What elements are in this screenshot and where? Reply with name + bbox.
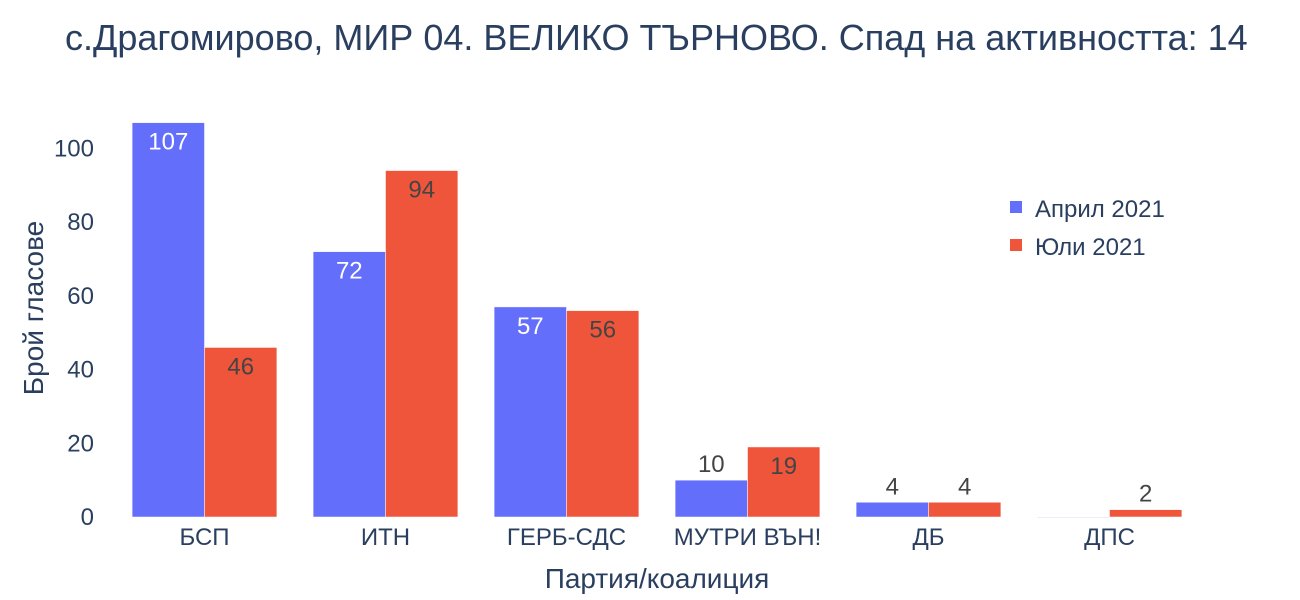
x-tick-label: ИТН xyxy=(361,524,410,551)
x-tick-label: ГЕРБ-СДС xyxy=(507,524,626,551)
x-tick-label: ДПС xyxy=(1084,524,1135,551)
x-tick-label: БСП xyxy=(179,524,229,551)
bar xyxy=(204,347,278,518)
bar xyxy=(131,122,205,518)
bar xyxy=(855,502,929,518)
bar-value-label: 19 xyxy=(770,453,797,480)
y-tick-label: 20 xyxy=(67,430,94,457)
y-axis-title: Брой гласове xyxy=(18,221,49,395)
bar xyxy=(674,479,748,518)
bar xyxy=(385,170,459,518)
x-tick-label: ДБ xyxy=(912,524,944,551)
x-tick-label: МУТРИ ВЪН! xyxy=(674,524,821,551)
y-tick-label: 0 xyxy=(81,504,94,531)
legend-swatch xyxy=(1010,239,1022,251)
bar xyxy=(1109,509,1183,518)
bar xyxy=(928,502,1002,518)
bar-value-label: 107 xyxy=(148,129,188,156)
bar-value-label: 94 xyxy=(408,177,435,204)
bar-value-label: 46 xyxy=(227,353,254,380)
y-tick-label: 80 xyxy=(67,209,94,236)
bar-value-label: 57 xyxy=(517,313,544,340)
y-axis-ticks: 0 20 40 60 80 100 xyxy=(54,135,94,531)
y-tick-label: 100 xyxy=(54,135,94,162)
bar xyxy=(747,446,821,518)
bar xyxy=(312,251,386,518)
bar xyxy=(566,310,640,518)
legend-swatch xyxy=(1010,201,1022,213)
legend-label: Април 2021 xyxy=(1035,196,1165,223)
y-tick-label: 40 xyxy=(67,357,94,384)
chart-title: с.Драгомирово, МИР 04. ВЕЛИКО ТЪРНОВО. С… xyxy=(65,17,1248,58)
legend: Април 2021 Юли 2021 xyxy=(1010,196,1165,261)
legend-label: Юли 2021 xyxy=(1035,234,1146,261)
x-axis-ticks: БСП ИТН ГЕРБ-СДС МУТРИ ВЪН! ДБ ДПС xyxy=(179,524,1134,551)
bar xyxy=(493,306,567,518)
bar-value-label: 4 xyxy=(886,473,899,500)
bar xyxy=(1036,516,1110,518)
bars-group xyxy=(131,122,1183,518)
bar-labels-group: 107 72 57 10 4 46 94 56 19 4 2 xyxy=(148,129,1152,508)
bar-value-label: 56 xyxy=(589,317,616,344)
bar-value-label: 2 xyxy=(1139,481,1152,508)
bar-value-label: 72 xyxy=(336,258,363,285)
bar-value-label: 4 xyxy=(958,473,971,500)
y-tick-label: 60 xyxy=(67,283,94,310)
bar-value-label: 10 xyxy=(698,451,725,478)
x-axis-title: Партия/коалиция xyxy=(545,563,770,594)
